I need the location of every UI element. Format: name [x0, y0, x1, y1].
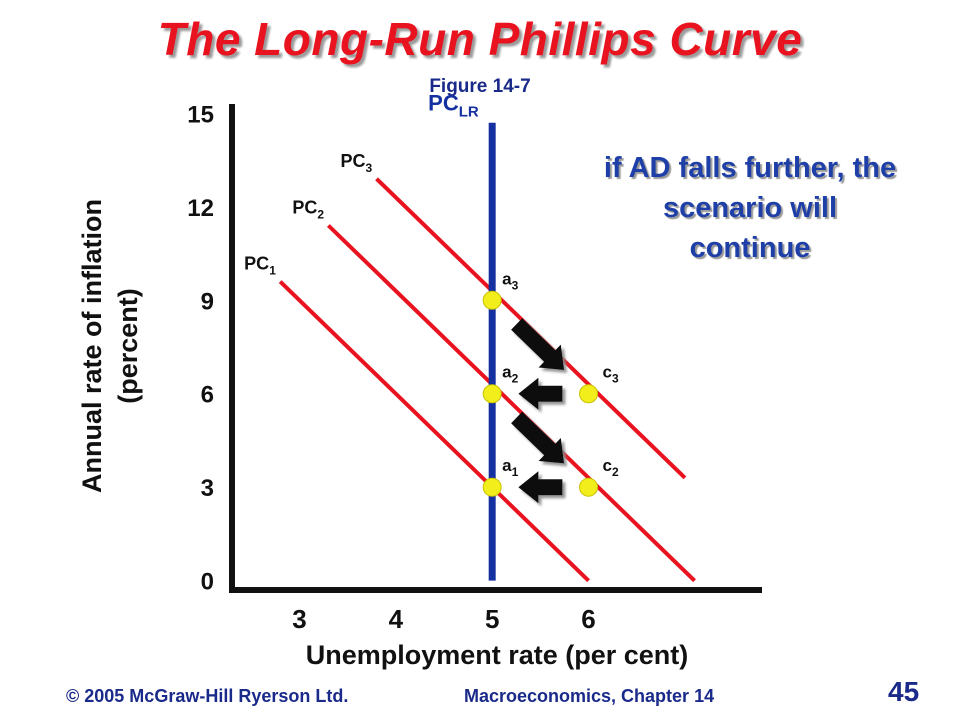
x-tick-label: 4 [389, 604, 404, 634]
arrow-2 [518, 377, 563, 410]
point-a3 [482, 290, 502, 310]
point-label-a3: a3 [502, 269, 518, 292]
arrow-4 [518, 471, 563, 504]
footer-copyright: © 2005 McGraw-Hill Ryerson Ltd. [66, 686, 349, 706]
y-tick-label: 9 [201, 288, 214, 315]
point-label-a1: a1 [502, 456, 518, 479]
curve-label-pc2: PC2 [292, 198, 324, 222]
curve-label-pc1: PC1 [244, 254, 276, 278]
figure-label: Figure 14-7 [429, 76, 531, 97]
point-label-c2: c2 [603, 456, 619, 479]
y-tick-label: 6 [201, 382, 214, 409]
x-tick-label: 6 [581, 604, 595, 634]
y-tick-label: 3 [201, 475, 214, 502]
point-c3 [579, 384, 599, 404]
x-tick-label: 5 [485, 604, 499, 634]
x-axis-label: Unemployment rate (per cent) [305, 640, 689, 670]
lrpc-label: PCLR [428, 91, 479, 121]
annotation-line-3: continue [689, 232, 811, 264]
x-tick-label: 3 [292, 604, 306, 634]
y-tick-label: 12 [187, 195, 214, 222]
arrow-1 [511, 318, 565, 370]
point-label-a2: a2 [502, 363, 518, 386]
slide-title: The Long-Run Phillips Curve [157, 13, 803, 65]
phillips-curve-pc1 [278, 280, 590, 583]
point-a2 [482, 384, 502, 404]
y-tick-label: 15 [187, 101, 214, 128]
annotation-text: if AD falls further, the scenario will c… [560, 148, 940, 268]
curve-label-pc3: PC3 [341, 151, 373, 175]
phillips-curve-pc2 [326, 224, 696, 583]
annotation-line-1: if AD falls further, the [603, 152, 897, 184]
point-a1 [482, 477, 502, 497]
page-number: 45 [888, 676, 920, 707]
arrow-3 [511, 411, 565, 464]
point-label-c3: c3 [603, 363, 619, 386]
annotation-line-2: scenario will [662, 192, 838, 224]
footer-course: Macroeconomics, Chapter 14 [464, 686, 715, 706]
point-c2 [579, 477, 599, 497]
y-tick-label: 0 [201, 569, 214, 596]
